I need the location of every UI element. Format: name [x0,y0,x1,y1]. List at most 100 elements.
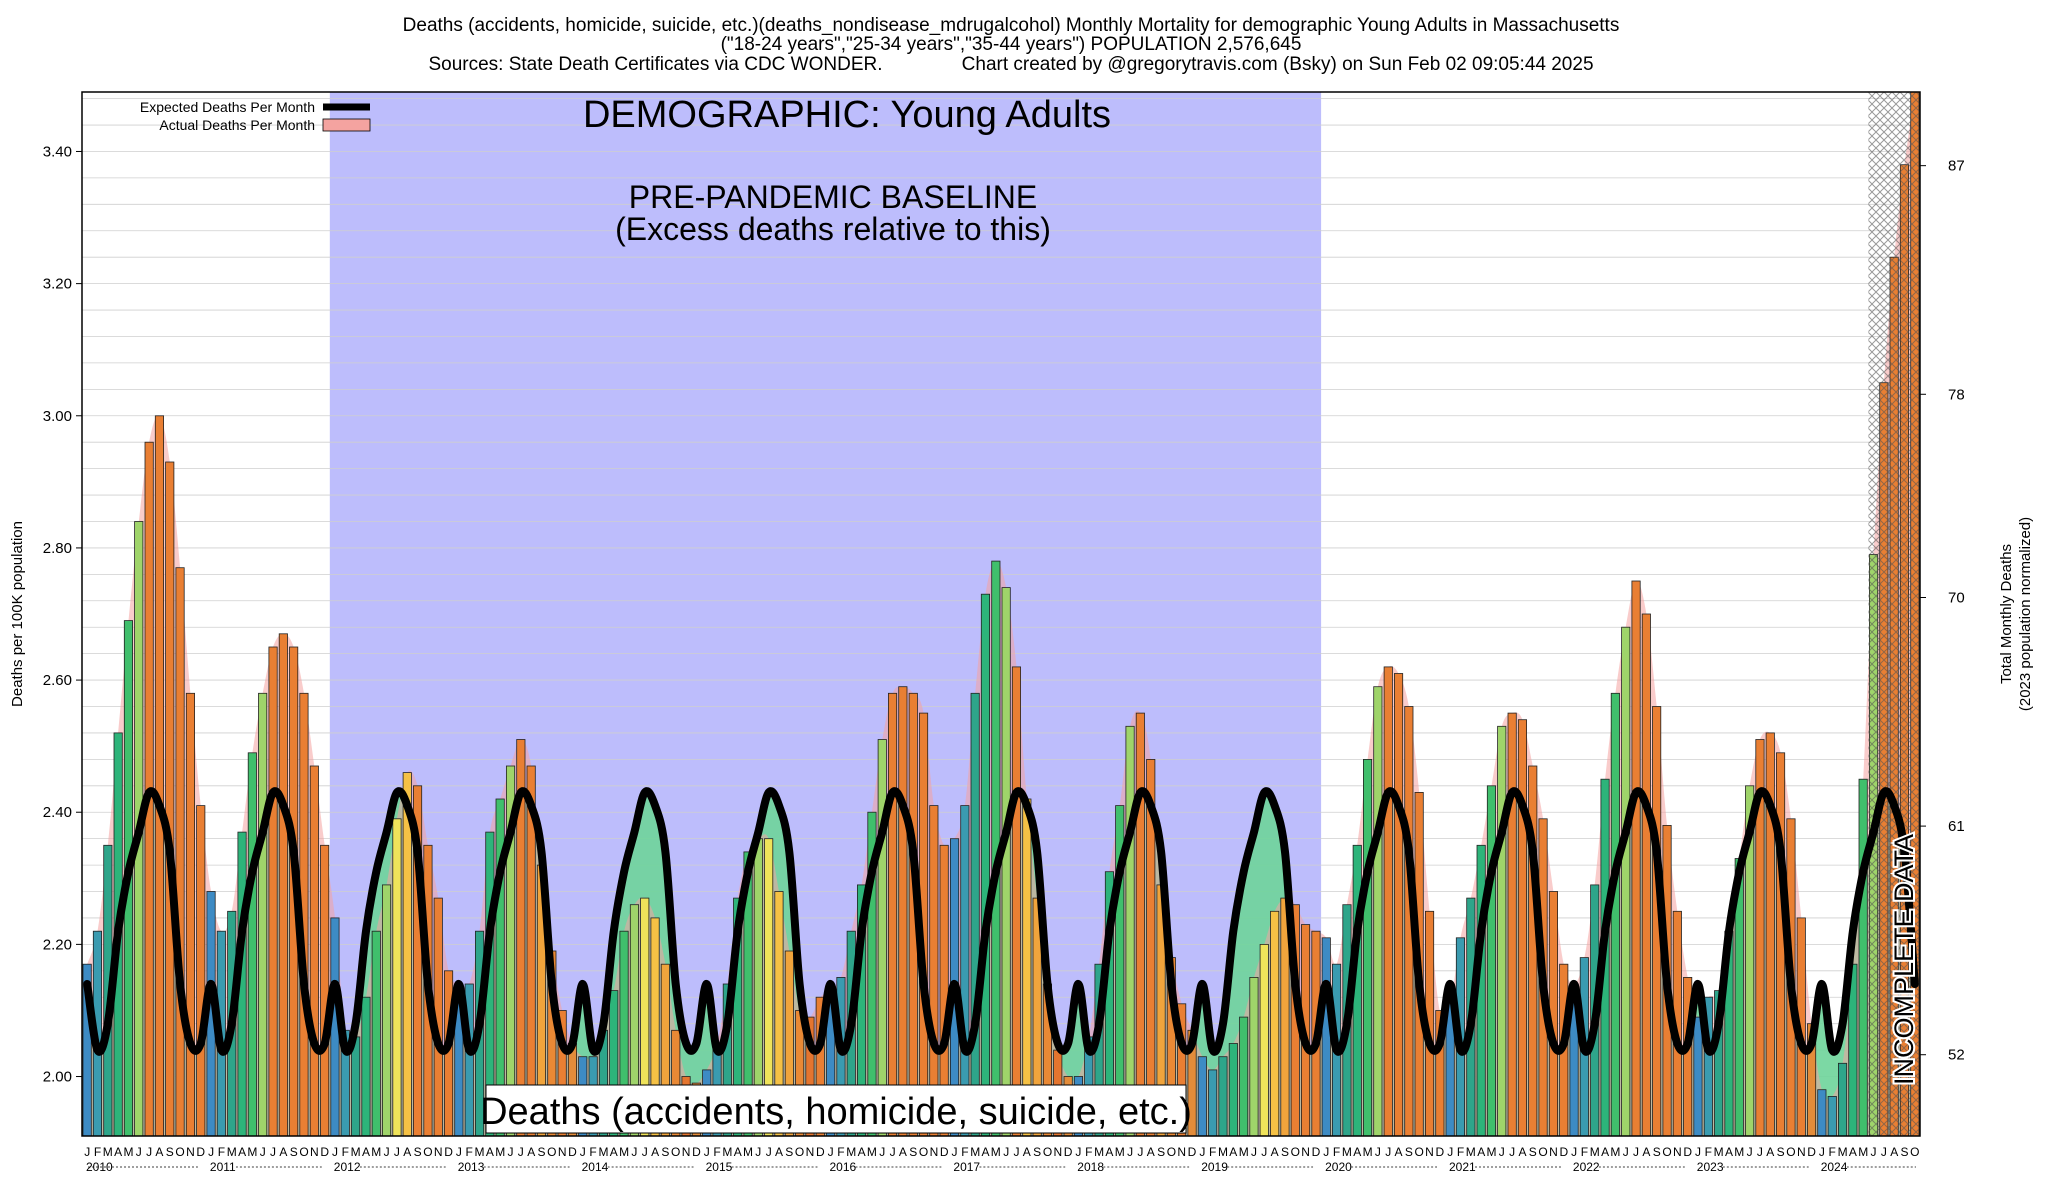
x-month-label: F [218,1145,225,1159]
x-month-label: A [1477,1145,1485,1159]
bar-month-125 [1363,759,1373,1137]
x-month-label: F [1705,1145,1712,1159]
x-month-label: O [299,1145,308,1159]
expected-deaths-line [83,787,1919,1056]
bar-month-170 [1827,1096,1837,1137]
x-month-label: F [1333,1145,1340,1159]
x-month-label: D [1312,1145,1321,1159]
x-month-label: J [1075,1145,1081,1159]
x-month-label: S [1033,1145,1041,1159]
x-year-label: 2012 [334,1160,361,1174]
y2-tick-label: 70 [1948,589,1965,606]
x-year-label-bg [1313,1160,1352,1174]
bar-month-114 [1249,977,1259,1137]
demographic-label: DEMOGRAPHIC: Young Adults [583,94,1111,136]
x-month-label: F [466,1145,473,1159]
x-month-label: F [961,1145,968,1159]
x-month-label: O [919,1145,928,1159]
x-month-label: N [930,1145,939,1159]
x-month-label: J [1881,1145,1887,1159]
bar-month-30 [381,884,392,1137]
y2-tick-label: 52 [1948,1047,1965,1064]
x-month-label: A [1229,1145,1237,1159]
x-month-label: M [227,1145,237,1159]
x-month-label: O [1538,1145,1547,1159]
x-month-label: F [1085,1145,1092,1159]
x-month-label: O [547,1145,556,1159]
x-month-label: O [1167,1145,1176,1159]
x-month-label: J [1199,1145,1205,1159]
x-month-label: F [342,1145,349,1159]
x-month-label: M [722,1145,732,1159]
chart-title-line-1: Deaths (accidents, homicide, suicide, et… [403,15,1620,36]
x-month-label: N [1301,1145,1310,1159]
x-month-label: F [94,1145,101,1159]
x-month-label: J [1251,1145,1257,1159]
x-month-label: O [175,1145,184,1159]
x-year-label: 2017 [953,1160,980,1174]
x-month-label: A [775,1145,783,1159]
chart-title-line-2: ("18-24 years","25-34 years","35-44 year… [721,34,1302,55]
x-month-label: S [290,1145,298,1159]
x-month-label: O [1910,1145,1919,1159]
x-month-label: J [1695,1145,1701,1159]
x-month-label: J [456,1145,462,1159]
x-month-label: A [238,1145,246,1159]
baseline-label-1: PRE-PANDEMIC BASELINE [629,179,1037,215]
legend-expected-label: Expected Deaths Per Month [140,99,315,115]
x-year-label-bg [197,1160,236,1174]
x-month-label: O [1786,1145,1795,1159]
y-axis-right: 52 61 70 78 87 [1920,158,1965,1064]
x-month-label: A [899,1145,907,1159]
y-tick-label: 2.80 [43,540,72,557]
x-year-label-bg [321,1160,360,1174]
x-month-label: A [1394,1145,1402,1159]
x-month-label: M [1363,1145,1373,1159]
x-month-label: J [1623,1145,1629,1159]
x-month-label: M [1838,1145,1848,1159]
x-month-label: J [704,1145,710,1159]
x-month-label: N [558,1145,567,1159]
bar-month-31 [392,818,402,1137]
x-month-label: J [642,1145,648,1159]
cause-label: Deaths (accidents, homicide, suicide, et… [480,1091,1192,1133]
x-month-label: A [981,1145,989,1159]
y-tick-label: 2.40 [43,804,72,821]
x-month-label: J [1014,1145,1020,1159]
bar-month-8 [154,415,165,1137]
x-month-label: M [1734,1145,1744,1159]
x-month-label: J [208,1145,214,1159]
x-year-label: 2010 [86,1160,113,1174]
x-month-label: M [1487,1145,1497,1159]
x-month-label: D [568,1145,577,1159]
bar-month-152 [1641,613,1651,1137]
bar-month-17 [247,752,257,1137]
bar-month-171 [1838,1062,1848,1137]
bar-month-110 [1208,1069,1218,1137]
x-month-label: M [991,1145,1001,1159]
x-year-label: 2024 [1821,1160,1848,1174]
incomplete-data-label: INCOMPLETE DATA [1889,834,1919,1085]
x-year-label: 2023 [1697,1160,1724,1174]
x-month-label: N [1673,1145,1682,1159]
x-month-label: M [1610,1145,1620,1159]
x-month-label: J [1127,1145,1133,1159]
bar-month-23 [309,765,319,1137]
bar-month-90 [1001,587,1011,1137]
x-month-label: S [785,1145,793,1159]
x-month-label: J [508,1145,514,1159]
bar-month-121 [1321,937,1331,1137]
y-tick-label: 3.20 [43,276,72,293]
x-month-label: M [619,1145,629,1159]
x-month-label: M [351,1145,361,1159]
x-month-label: J [136,1145,142,1159]
bar-month-140 [1517,719,1528,1137]
x-month-label: O [1662,1145,1671,1159]
bar-month-150 [1621,626,1631,1137]
x-month-label: A [362,1145,370,1159]
x-year-label: 2020 [1325,1160,1352,1174]
x-month-label: O [1415,1145,1424,1159]
bar-month-88 [980,593,990,1137]
x-month-label: A [1642,1145,1650,1159]
